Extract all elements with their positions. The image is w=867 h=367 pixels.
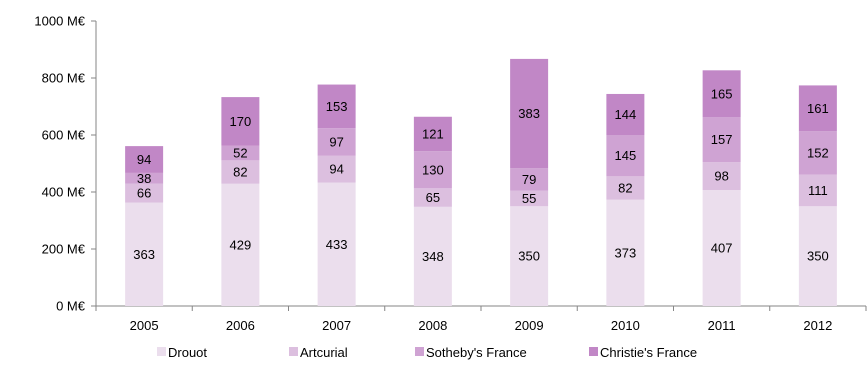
bar-segment (606, 93, 645, 135)
legend-label: Drouot (168, 345, 207, 360)
bar-segment (510, 168, 549, 191)
y-tick-label: 0 M€ (56, 299, 86, 314)
data-label: 121 (422, 127, 444, 142)
x-tick-label: 2005 (130, 318, 159, 333)
y-tick-label: 400 M€ (42, 185, 86, 200)
bar-segment (413, 206, 452, 306)
y-axis: 0 M€ 200 M€ 400 M€ 600 M€ 800 M€ 1000 M€ (34, 14, 97, 314)
legend-swatch (589, 347, 598, 356)
bar-segment (221, 160, 260, 184)
bar-segment (221, 145, 260, 161)
bar-segment (317, 128, 356, 156)
data-label: 79 (522, 172, 536, 187)
bar-segment (317, 155, 356, 183)
bar-segment (125, 172, 164, 184)
bar-segment (413, 116, 452, 152)
bar-segment (606, 135, 645, 177)
data-label: 98 (714, 169, 728, 184)
data-label: 82 (233, 165, 247, 180)
data-label: 363 (133, 247, 155, 262)
legend-label: Artcurial (300, 345, 348, 360)
data-label: 350 (807, 249, 829, 264)
bar-segment (317, 84, 356, 129)
data-label: 383 (518, 106, 540, 121)
data-label: 152 (807, 145, 829, 160)
x-tick-label: 2008 (418, 318, 447, 333)
bar-segment (606, 176, 645, 200)
data-label: 144 (615, 107, 637, 122)
x-tick-label: 2007 (322, 318, 351, 333)
data-label: 157 (711, 132, 733, 147)
bar-segment (221, 183, 260, 306)
bar-segment (125, 202, 164, 306)
bar-segment (702, 117, 741, 163)
data-label: 161 (807, 101, 829, 116)
bars (125, 58, 837, 306)
data-label: 350 (518, 249, 540, 264)
data-label: 111 (808, 183, 828, 198)
data-label: 97 (329, 134, 343, 149)
x-tick-label: 2011 (708, 318, 736, 333)
bar-segment (798, 206, 837, 306)
y-tick-label: 800 M€ (42, 71, 86, 86)
bar-segment (606, 199, 645, 306)
bar-segment (702, 162, 741, 191)
bar-segment (702, 70, 741, 118)
bar-segment (798, 174, 837, 207)
data-label: 165 (711, 86, 733, 101)
bar-segment (413, 188, 452, 207)
legend-label: Sotheby's France (426, 345, 527, 360)
bar-segment (125, 183, 164, 203)
data-label: 348 (422, 249, 444, 264)
bar-segment (125, 146, 164, 173)
y-tick-label: 1000 M€ (34, 14, 85, 29)
data-label: 407 (711, 241, 733, 256)
x-tick-label: 2009 (515, 318, 544, 333)
bar-segment (510, 58, 549, 169)
x-tick-label: 2012 (803, 318, 832, 333)
legend-swatch (415, 347, 424, 356)
bar-segment (221, 97, 260, 146)
y-tick-label: 600 M€ (42, 128, 86, 143)
data-label: 145 (615, 148, 637, 163)
data-label: 94 (137, 152, 151, 167)
bar-segment (798, 131, 837, 175)
data-label: 170 (230, 114, 252, 129)
data-label: 65 (426, 190, 440, 205)
y-tick-label: 200 M€ (42, 242, 86, 257)
data-label: 66 (137, 186, 151, 201)
x-axis: 2005 2006 2007 2008 2009 2010 2011 2012 (95, 305, 867, 333)
data-label: 55 (522, 191, 536, 206)
x-tick-label: 2006 (226, 318, 255, 333)
legend-swatch (289, 347, 298, 356)
bar-segment (510, 190, 549, 207)
bar-segment (413, 151, 452, 189)
bar-segment (798, 85, 837, 132)
bar-segment (317, 182, 356, 306)
x-tick-label: 2010 (611, 318, 640, 333)
data-label: 38 (137, 171, 151, 186)
data-label: 153 (326, 99, 348, 114)
data-label: 82 (618, 181, 632, 196)
data-label: 130 (422, 162, 444, 177)
legend-label: Christie's France (600, 345, 697, 360)
legend: Drouot Artcurial Sotheby's France Christie'… (157, 345, 697, 360)
bar-segment (702, 190, 741, 306)
data-label: 433 (326, 237, 348, 252)
legend-swatch (157, 347, 166, 356)
data-label: 52 (233, 145, 247, 160)
data-label: 429 (230, 237, 252, 252)
bar-segment (510, 206, 549, 306)
data-label: 373 (615, 245, 637, 260)
data-label: 94 (329, 162, 343, 177)
